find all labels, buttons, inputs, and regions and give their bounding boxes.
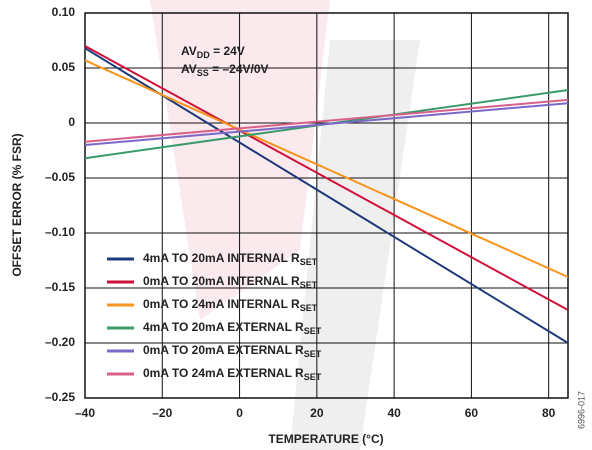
legend-text: 4mA TO 20mA EXTERNAL R bbox=[143, 320, 304, 334]
y-tick-label: –0.25 bbox=[45, 390, 75, 404]
y-axis-label: OFFSET ERROR (% FSR) bbox=[10, 133, 24, 276]
plot-frame bbox=[84, 12, 569, 399]
annotation-subscript: SS bbox=[197, 68, 209, 78]
x-tick-label: 20 bbox=[310, 406, 324, 420]
series-line bbox=[84, 98, 569, 143]
legend-label: 4mA TO 20mA INTERNAL RSET bbox=[143, 251, 318, 267]
annotation-text: = 24V bbox=[210, 44, 245, 58]
legend-subscript: SET bbox=[304, 372, 322, 382]
x-axis-label: TEMPERATURE (°C) bbox=[268, 432, 383, 446]
series-line bbox=[84, 102, 569, 146]
legend-subscript: SET bbox=[300, 303, 318, 313]
x-tick-label: –20 bbox=[152, 406, 172, 420]
x-tick-label: 0 bbox=[236, 406, 243, 420]
annotation-subscript: DD bbox=[197, 50, 210, 60]
x-tick-label: 40 bbox=[387, 406, 401, 420]
watermark-shape bbox=[290, 40, 420, 450]
legend-subscript: SET bbox=[304, 326, 322, 336]
y-tick-label: –0.20 bbox=[45, 335, 75, 349]
legend-subscript: SET bbox=[300, 257, 318, 267]
x-tick-label: –40 bbox=[75, 406, 95, 420]
figure-id: 6996-017 bbox=[576, 391, 586, 429]
y-tick-label: –0.05 bbox=[45, 170, 75, 184]
x-tick-label: 80 bbox=[542, 406, 556, 420]
y-tick-label: 0.10 bbox=[52, 5, 76, 19]
x-tick-label: 60 bbox=[465, 406, 479, 420]
y-tick-label: –0.15 bbox=[45, 280, 75, 294]
annotation-text: = –24V/0V bbox=[209, 62, 269, 76]
legend-label: 4mA TO 20mA EXTERNAL RSET bbox=[143, 320, 322, 336]
annotation-text: AV bbox=[181, 62, 197, 76]
y-tick-label: 0.05 bbox=[52, 60, 76, 74]
y-tick-label: 0 bbox=[68, 115, 75, 129]
legend-subscript: SET bbox=[300, 280, 318, 290]
series-line bbox=[84, 59, 569, 278]
legend-text: 0mA TO 20mA INTERNAL R bbox=[143, 274, 300, 288]
legend-text: 0mA TO 24mA EXTERNAL R bbox=[143, 366, 304, 380]
series-line bbox=[84, 45, 569, 311]
legend-label: 0mA TO 20mA EXTERNAL RSET bbox=[143, 343, 322, 359]
annotation-text: AV bbox=[181, 44, 197, 58]
annotation: AVSS = –24V/0V bbox=[181, 62, 269, 78]
legend-text: 4mA TO 20mA INTERNAL R bbox=[143, 251, 300, 265]
y-tick-label: –0.10 bbox=[45, 225, 75, 239]
legend-text: 0mA TO 20mA EXTERNAL R bbox=[143, 343, 304, 357]
annotation: AVDD = 24V bbox=[181, 44, 245, 60]
legend-label: 0mA TO 24mA INTERNAL RSET bbox=[143, 297, 318, 313]
legend-subscript: SET bbox=[304, 349, 322, 359]
legend-label: 0mA TO 20mA INTERNAL RSET bbox=[143, 274, 318, 290]
legend-label: 0mA TO 24mA EXTERNAL RSET bbox=[143, 366, 322, 382]
legend-text: 0mA TO 24mA INTERNAL R bbox=[143, 297, 300, 311]
